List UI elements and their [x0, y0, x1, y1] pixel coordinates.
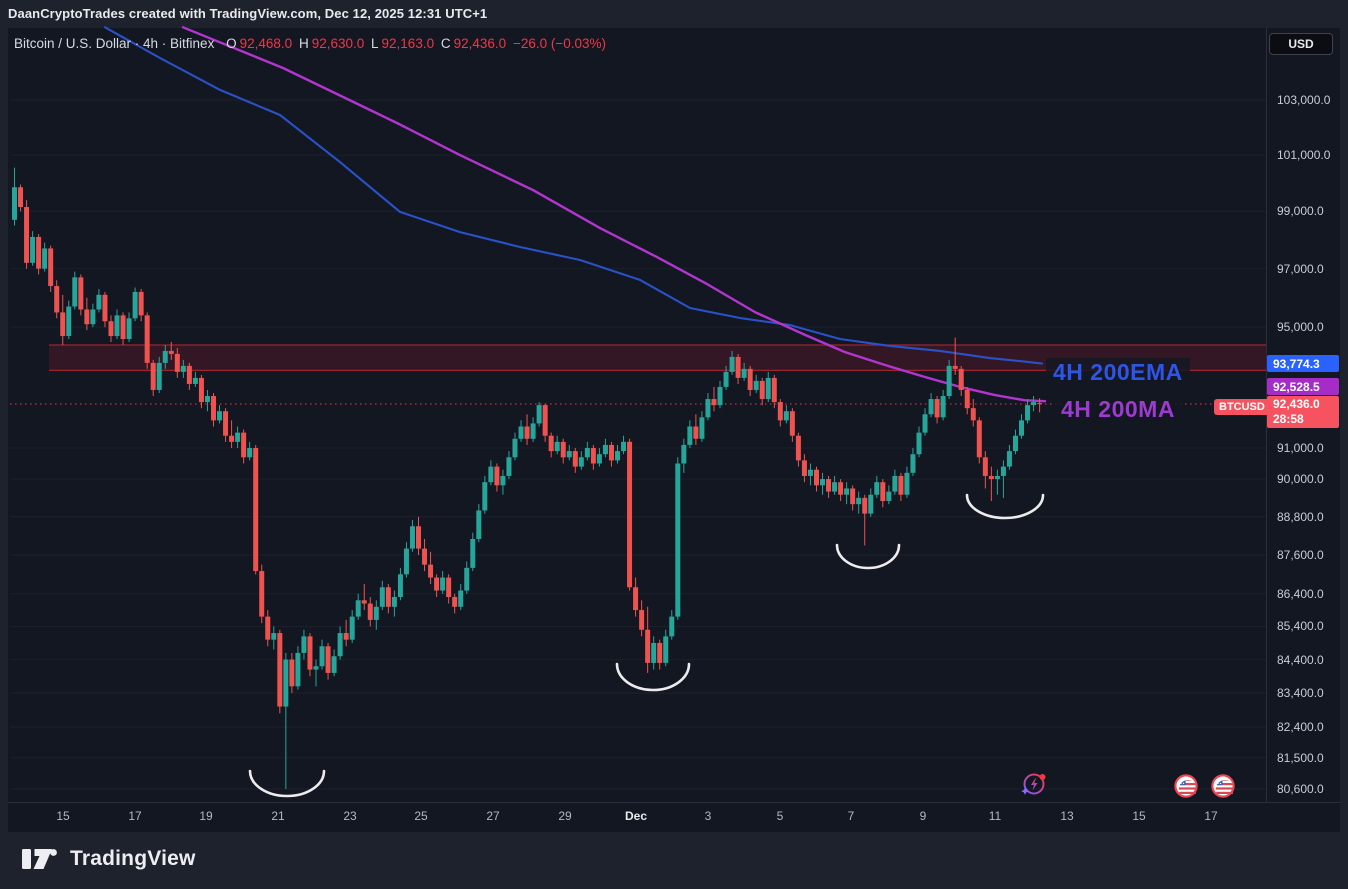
currency-toggle-button[interactable]: USD [1269, 33, 1333, 55]
time-axis-label: 17 [128, 809, 142, 823]
symbol-title: Bitcoin / U.S. Dollar · 4h · Bitfinex [14, 36, 215, 51]
time-axis[interactable] [8, 802, 1340, 832]
notification-dot [1039, 774, 1046, 780]
price-axis-label: 103,000.0 [1277, 93, 1331, 107]
tradingview-logo-text: TradingView [70, 847, 196, 870]
tradingview-logo[interactable]: TradingView [22, 846, 196, 872]
spark-ai-icon[interactable] [1018, 768, 1050, 800]
time-axis-label: Dec [624, 809, 648, 823]
price-axis-label: 101,000.0 [1277, 148, 1331, 163]
time-axis-label: 7 [847, 809, 855, 823]
time-axis-label: 21 [271, 809, 285, 823]
price-axis-label: 83,400.0 [1277, 686, 1324, 701]
ohlc-low-label: L [371, 36, 379, 51]
time-axis-label: 23 [343, 809, 357, 823]
time-axis-label: 15 [1132, 809, 1146, 823]
ohlc-open-value: 92,468.0 [239, 36, 293, 51]
price-axis-label: 88,800.0 [1277, 509, 1324, 524]
time-axis-label: 15 [56, 809, 70, 823]
ohlc-high-value: 92,630.0 [311, 36, 365, 51]
ohlc-low-value: 92,163.0 [381, 36, 435, 51]
price-axis-label: 90,000.0 [1277, 472, 1324, 487]
last-price-badge: 92,436.0 28:58 [1267, 396, 1339, 429]
ohlc-close-label: C [440, 36, 451, 51]
time-axis-label: 17 [1204, 809, 1218, 823]
price-axis-label: 91,000.0 [1277, 441, 1324, 456]
lightning-bolt-icon [1031, 778, 1038, 791]
btcusd-price-line-badge: BTCUSD [1214, 399, 1270, 415]
time-axis-label: 5 [776, 809, 784, 823]
change-value: −26.0 (−0.03%) [512, 36, 607, 51]
price-axis-label: 97,000.0 [1277, 261, 1324, 276]
time-axis-label: 9 [919, 809, 927, 823]
price-axis-label: 82,400.0 [1277, 719, 1324, 734]
time-axis-label: 13 [1060, 809, 1074, 823]
ma-value-badge: 92,528.5 [1267, 378, 1339, 396]
ohlc-close-value: 92,436.0 [453, 36, 507, 51]
price-axis[interactable] [1266, 28, 1340, 832]
ema-value-badge: 93,774.3 [1267, 355, 1339, 373]
ma-annotation-label[interactable]: 4H 200MA [1054, 395, 1182, 425]
price-axis-label: 99,000.0 [1277, 204, 1324, 219]
price-axis-label: 80,600.0 [1277, 782, 1324, 796]
ohlc-open-label: O [226, 36, 237, 51]
price-axis-label: 87,600.0 [1277, 548, 1324, 562]
attribution-text: DaanCryptoTrades created with TradingVie… [8, 6, 488, 21]
price-axis-label: 86,400.0 [1277, 586, 1324, 601]
us-flag-event-icon-2[interactable] [1211, 774, 1235, 803]
ema-annotation-label[interactable]: 4H 200EMA [1046, 358, 1190, 388]
time-axis-label: 19 [199, 809, 213, 823]
price-axis-label: 84,400.0 [1277, 652, 1324, 667]
price-axis-label: 85,400.0 [1277, 619, 1324, 634]
us-flag-event-icon[interactable] [1174, 774, 1198, 803]
time-axis-label: 29 [558, 809, 572, 823]
ohlc-high-label: H [298, 36, 309, 51]
time-axis-label: 3 [704, 809, 712, 823]
time-axis-label: 11 [988, 809, 1002, 823]
time-axis-label: 25 [414, 809, 428, 823]
tradingview-logo-icon [22, 849, 57, 869]
sparkle-icon [1021, 787, 1029, 795]
time-axis-label: 27 [486, 809, 500, 823]
price-axis-label: 95,000.0 [1277, 320, 1324, 335]
price-axis-label: 81,500.0 [1277, 750, 1324, 765]
